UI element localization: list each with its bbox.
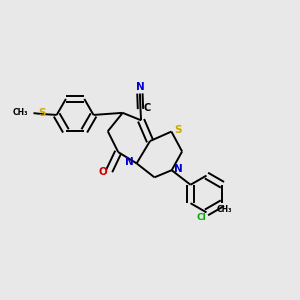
- Text: Cl: Cl: [196, 213, 206, 222]
- Text: C: C: [143, 103, 151, 113]
- Text: N: N: [125, 157, 134, 167]
- Text: O: O: [98, 167, 107, 177]
- Text: CH₃: CH₃: [217, 205, 232, 214]
- Text: N: N: [174, 164, 183, 174]
- Text: S: S: [39, 108, 46, 118]
- Text: S: S: [174, 125, 182, 135]
- Text: CH₃: CH₃: [13, 108, 28, 117]
- Text: N: N: [136, 82, 144, 92]
